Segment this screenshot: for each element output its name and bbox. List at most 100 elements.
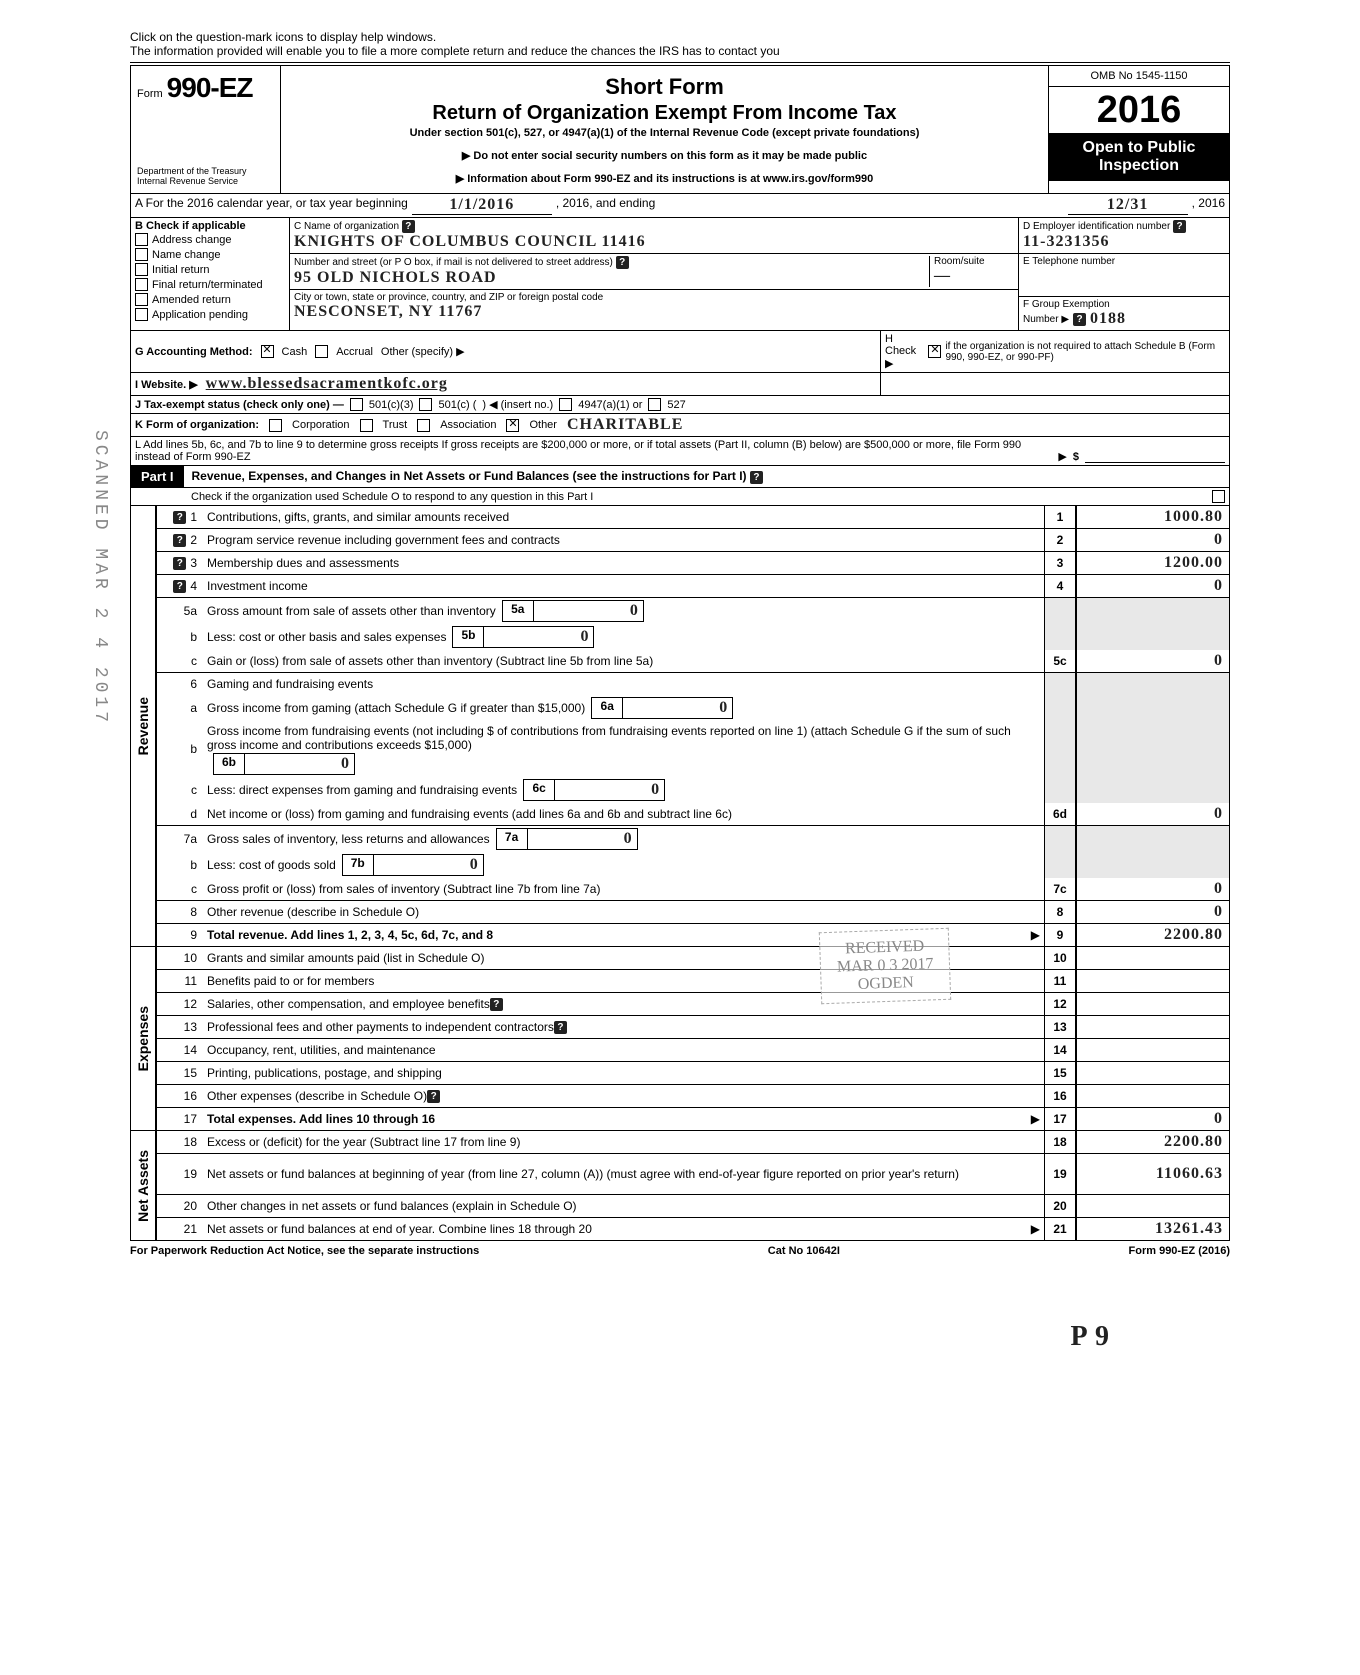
netassets-vlabel: Net Assets xyxy=(133,1142,153,1230)
l-arrow: ▶ xyxy=(1058,450,1066,463)
org-name[interactable]: KNIGHTS OF COLUMBUS COUNCIL 11416 xyxy=(294,233,1014,251)
received-stamp: RECEIVED MAR 0 3 2017 OGDEN xyxy=(818,928,951,1005)
line-desc: Professional fees and other payments to … xyxy=(207,1020,554,1034)
k-other-value[interactable]: CHARITABLE xyxy=(567,416,683,434)
form-word: Form xyxy=(137,88,163,100)
line1-amount[interactable]: 1000.80 xyxy=(1076,506,1229,528)
cb-501c[interactable] xyxy=(419,398,432,411)
b-item-4: Amended return xyxy=(152,294,231,306)
l-dollar: $ xyxy=(1073,451,1079,463)
cb-accrual[interactable] xyxy=(315,345,328,358)
line19-amount[interactable]: 11060.63 xyxy=(1076,1154,1229,1194)
line14-amount[interactable] xyxy=(1076,1039,1229,1061)
line-num: 15 xyxy=(184,1066,197,1080)
cb-4947[interactable] xyxy=(559,398,572,411)
line7c-amount[interactable]: 0 xyxy=(1076,878,1229,900)
line-desc: Less: direct expenses from gaming and fu… xyxy=(207,783,517,797)
part1-title: Revenue, Expenses, and Changes in Net As… xyxy=(192,469,747,483)
cb-h[interactable] xyxy=(928,345,941,358)
line4-amount[interactable]: 0 xyxy=(1076,575,1229,597)
line-desc: Program service revenue including govern… xyxy=(203,529,1044,551)
row-a-begin[interactable]: 1/1/2016 xyxy=(412,196,552,215)
line8-amount[interactable]: 0 xyxy=(1076,901,1229,923)
line5b-amount[interactable]: 0 xyxy=(484,627,593,647)
cb-501c3[interactable] xyxy=(350,398,363,411)
cb-assoc[interactable] xyxy=(417,419,430,432)
ibox-num: 6b xyxy=(214,754,245,774)
ibox-num: 6a xyxy=(592,698,623,718)
amt-box: 12 xyxy=(1044,993,1076,1015)
help-icon[interactable]: ? xyxy=(173,511,186,524)
cb-name-change[interactable]: Name change xyxy=(135,247,285,262)
city-value[interactable]: NESCONSET, NY 11767 xyxy=(294,303,1014,321)
help-icon[interactable]: ? xyxy=(1173,220,1186,233)
room-value[interactable]: — xyxy=(934,267,1014,285)
line-num: 11 xyxy=(185,974,197,988)
line6d-amount[interactable]: 0 xyxy=(1076,803,1229,825)
help-icon[interactable]: ? xyxy=(173,557,186,570)
j-insert: ) ◀ (insert no.) xyxy=(482,398,553,411)
help-icon[interactable]: ? xyxy=(427,1090,440,1103)
website-value[interactable]: www.blessedsacramentkofc.org xyxy=(206,375,448,393)
line-num: b xyxy=(190,858,197,872)
cb-final-return[interactable]: Final return/terminated xyxy=(135,277,285,292)
line17-amount[interactable]: 0 xyxy=(1076,1108,1229,1130)
line-num: 1 xyxy=(190,510,197,524)
line13-amount[interactable] xyxy=(1076,1016,1229,1038)
help-icon[interactable]: ? xyxy=(402,220,415,233)
line6a-amount[interactable]: 0 xyxy=(623,698,732,718)
line5a-amount[interactable]: 0 xyxy=(534,601,643,621)
help-icon[interactable]: ? xyxy=(554,1021,567,1034)
row-a-end[interactable]: 12/31 xyxy=(1068,196,1188,215)
line15-amount[interactable] xyxy=(1076,1062,1229,1084)
line21-amount[interactable]: 13261.43 xyxy=(1076,1218,1229,1240)
help-icon[interactable]: ? xyxy=(173,580,186,593)
help-line2: The information provided will enable you… xyxy=(130,44,780,58)
revenue-vlabel: Revenue xyxy=(133,689,153,763)
line3-amount[interactable]: 1200.00 xyxy=(1076,552,1229,574)
line18-amount[interactable]: 2200.80 xyxy=(1076,1131,1229,1153)
line16-amount[interactable] xyxy=(1076,1085,1229,1107)
cb-corp[interactable] xyxy=(269,419,282,432)
line6c-amount[interactable]: 0 xyxy=(555,780,664,800)
expenses-section: Expenses 10Grants and similar amounts pa… xyxy=(130,947,1230,1131)
amt-box: 19 xyxy=(1044,1154,1076,1194)
line7a-amount[interactable]: 0 xyxy=(528,829,637,849)
cb-pending[interactable]: Application pending xyxy=(135,307,285,322)
line5c-amount[interactable]: 0 xyxy=(1076,650,1229,672)
line-desc: Less: cost of goods sold xyxy=(207,858,336,872)
help-icon[interactable]: ? xyxy=(750,471,763,484)
help-icon[interactable]: ? xyxy=(1073,313,1086,326)
ein-value[interactable]: 11-3231356 xyxy=(1023,233,1225,251)
amt-box: 10 xyxy=(1044,947,1076,969)
line10-amount[interactable] xyxy=(1076,947,1229,969)
row-l: L Add lines 5b, 6c, and 7b to line 9 to … xyxy=(130,437,1230,466)
help-icon[interactable]: ? xyxy=(616,256,629,269)
row-k: K Form of organization: Corporation Trus… xyxy=(130,414,1230,437)
cb-other[interactable] xyxy=(506,419,519,432)
street-address[interactable]: 95 OLD NICHOLS ROAD xyxy=(294,269,929,287)
cb-cash[interactable] xyxy=(261,345,274,358)
cb-part1-schedo[interactable] xyxy=(1212,490,1225,503)
line12-amount[interactable] xyxy=(1076,993,1229,1015)
help-icon[interactable]: ? xyxy=(490,998,503,1011)
line-desc: Other expenses (describe in Schedule O) xyxy=(207,1089,427,1103)
help-icon[interactable]: ? xyxy=(173,534,186,547)
line-desc: Occupancy, rent, utilities, and maintena… xyxy=(203,1039,1044,1061)
line6b-amount[interactable]: 0 xyxy=(245,754,354,774)
cb-initial-return[interactable]: Initial return xyxy=(135,262,285,277)
j-label: J Tax-exempt status (check only one) — xyxy=(135,399,344,411)
cb-trust[interactable] xyxy=(360,419,373,432)
line11-amount[interactable] xyxy=(1076,970,1229,992)
line20-amount[interactable] xyxy=(1076,1195,1229,1217)
cb-address-change[interactable]: Address change xyxy=(135,232,285,247)
line-num: 21 xyxy=(184,1222,197,1236)
line9-amount[interactable]: 2200.80 xyxy=(1076,924,1229,946)
cb-amended[interactable]: Amended return xyxy=(135,292,285,307)
l-amount[interactable] xyxy=(1085,462,1225,463)
line2-amount[interactable]: 0 xyxy=(1076,529,1229,551)
line7b-amount[interactable]: 0 xyxy=(374,855,483,875)
cb-527[interactable] xyxy=(648,398,661,411)
group-exemption[interactable]: 0188 xyxy=(1090,310,1126,328)
part1-header: Part I Revenue, Expenses, and Changes in… xyxy=(130,466,1230,488)
